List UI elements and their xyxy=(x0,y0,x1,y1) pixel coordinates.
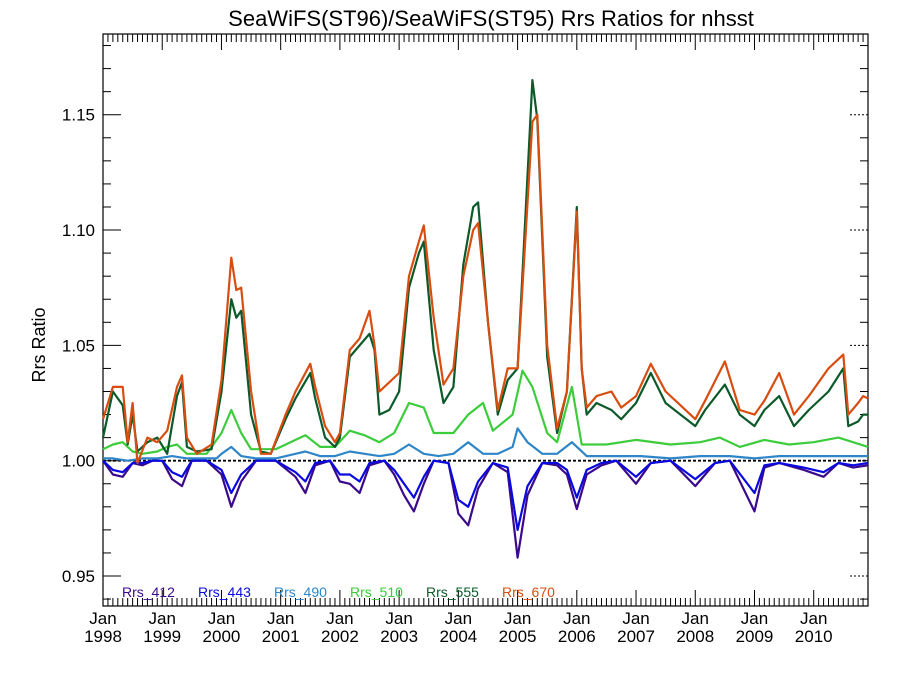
x-tick-label-year: 2010 xyxy=(795,627,833,646)
chart-title: SeaWiFS(ST96)/SeaWiFS(ST95) Rrs Ratios f… xyxy=(228,6,754,31)
y-axis-label: Rrs Ratio xyxy=(29,307,49,382)
x-axis: Jan1998Jan1999Jan2000Jan2001Jan2002Jan20… xyxy=(84,34,869,646)
legend-item-rrs-670: Rrs_670 xyxy=(502,584,555,600)
x-tick-label-month: Jan xyxy=(445,609,472,628)
legend-item-rrs-412: Rrs_412 xyxy=(122,584,175,600)
series-lines xyxy=(101,79,869,559)
series-line-rrs-555 xyxy=(101,79,868,455)
legend-item-rrs-443: Rrs_443 xyxy=(198,584,251,600)
y-tick-label: 0.95 xyxy=(62,567,95,586)
x-tick-label-month: Jan xyxy=(682,609,709,628)
series-line-rrs-490 xyxy=(103,427,868,462)
x-tick-label-year: 2007 xyxy=(617,627,655,646)
legend-item-rrs-490: Rrs_490 xyxy=(274,584,327,600)
x-tick-label-year: 2006 xyxy=(558,627,596,646)
x-tick-label-year: 1999 xyxy=(143,627,181,646)
x-tick-label-month: Jan xyxy=(267,609,294,628)
x-tick-label-month: Jan xyxy=(563,609,590,628)
plot-frame xyxy=(102,33,869,607)
y-tick-label: 1.00 xyxy=(62,452,95,471)
x-tick-label-year: 1998 xyxy=(84,627,122,646)
y-tick-label: 1.05 xyxy=(62,336,95,355)
x-tick-label-month: Jan xyxy=(89,609,116,628)
x-tick-label-month: Jan xyxy=(326,609,353,628)
x-tick-label-month: Jan xyxy=(622,609,649,628)
x-tick-label-year: 2001 xyxy=(262,627,300,646)
x-tick-label-year: 2004 xyxy=(439,627,477,646)
legend: Rrs_412 Rrs_443 Rrs_490 Rrs_510 Rrs_555 Rrs_6… xyxy=(122,584,555,600)
series-line-rrs-443 xyxy=(102,459,869,531)
x-tick-label-year: 2003 xyxy=(380,627,418,646)
legend-item-rrs-555: Rrs_555 xyxy=(426,584,479,600)
y-axis: 0.95 1.00 1.05 1.10 1.15 xyxy=(62,45,868,600)
x-tick-label-month: Jan xyxy=(800,609,827,628)
y-tick-label: 1.10 xyxy=(62,221,95,240)
series-line-rrs-412 xyxy=(102,459,869,559)
x-tick-label-month: Jan xyxy=(149,609,176,628)
x-tick-label-year: 2008 xyxy=(676,627,714,646)
y-tick-label: 1.15 xyxy=(62,106,95,125)
x-tick-label-year: 2002 xyxy=(321,627,359,646)
x-tick-label-month: Jan xyxy=(504,609,531,628)
x-tick-label-year: 2000 xyxy=(203,627,241,646)
x-tick-label-year: 2009 xyxy=(736,627,774,646)
x-tick-label-month: Jan xyxy=(385,609,412,628)
x-tick-label-year: 2005 xyxy=(499,627,537,646)
legend-item-rrs-510: Rrs_510 xyxy=(350,584,403,600)
series-line-rrs-670 xyxy=(101,113,869,465)
x-tick-label-month: Jan xyxy=(208,609,235,628)
x-tick-label-month: Jan xyxy=(741,609,768,628)
series-line-rrs-510 xyxy=(102,369,869,455)
